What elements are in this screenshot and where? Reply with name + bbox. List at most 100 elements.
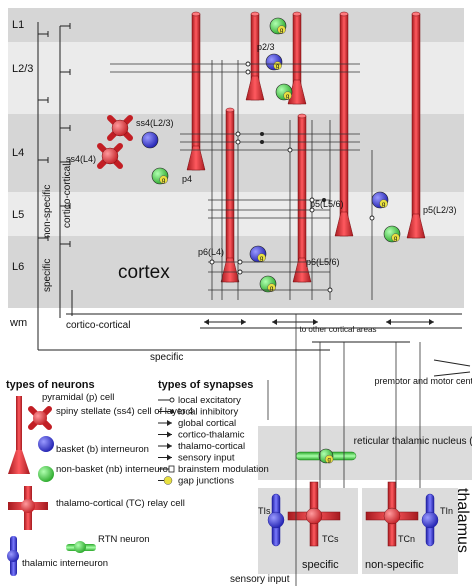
synapse-knob xyxy=(235,139,241,145)
synapse-knob-inhibitory xyxy=(260,132,264,136)
synapse-legend-marker xyxy=(167,454,172,461)
gap-junction-letter: g xyxy=(280,28,283,34)
basket-l5-gap-junction xyxy=(379,199,388,208)
synapse-knob xyxy=(245,61,251,67)
neuron-legend-item: spiny stellate (ss4) cell of layer 4 xyxy=(56,406,193,417)
p6-l4-cell-dendrite-tip xyxy=(225,107,235,113)
ss4-l4-cell-soma xyxy=(101,147,119,165)
p6-l4-cell-apical-dendrite xyxy=(225,109,235,283)
synapse-legend-marker xyxy=(170,409,174,414)
cortico-cortical-bottom-label: cortico-cortical xyxy=(66,320,130,331)
synapse-legend: types of synapses local excitatorylocal … xyxy=(158,379,269,487)
layer-label-l6: L6 xyxy=(12,261,24,273)
synapse-legend-marker xyxy=(167,443,172,449)
p5-l23-cell-apical-dendrite xyxy=(411,13,421,239)
nonbasket-l23-gap-junction xyxy=(283,91,292,100)
synapse-knob xyxy=(237,259,243,265)
nonbasket-l1-gap-junction xyxy=(277,25,286,34)
gap-junction-letter: g xyxy=(286,94,289,100)
synapse-legend-item: brainstem modulation xyxy=(178,464,269,475)
p23-cell-dendrite-tip xyxy=(250,11,260,17)
p5-l23-cell-soma xyxy=(406,213,426,239)
legend-pyramidal-soma xyxy=(8,450,30,474)
p4-cell-dendrite-tip xyxy=(191,11,201,17)
output-arrow-head xyxy=(313,319,318,325)
synapse-legend-title: types of synapses xyxy=(158,379,253,391)
tcn-label: TCn xyxy=(398,534,415,544)
synapse-legend-item: thalamo-cortical xyxy=(178,441,245,452)
ss4-l23-label: ss4(L2/3) xyxy=(136,118,174,128)
cortex-label: cortex xyxy=(118,262,170,283)
legend-rtn-soma xyxy=(74,541,86,553)
ti-nonspecific-soma xyxy=(421,511,439,529)
p5-l56-label: p5(L5/6) xyxy=(310,199,344,209)
ss4-l4-label: ss4(L4) xyxy=(66,154,96,164)
neuron-legend-item: thalamic interneuron xyxy=(22,558,108,569)
synapse-knob xyxy=(369,215,375,221)
layer-band-l4 xyxy=(8,114,464,192)
gap-junction-letter: g xyxy=(327,458,330,464)
gap-junction-letter: g xyxy=(382,202,385,208)
tcs-label: TCs xyxy=(322,534,339,544)
tc-nonspecific-soma xyxy=(383,507,401,525)
legend-pyramidal-dendrite xyxy=(16,396,22,456)
p4-cell-soma xyxy=(186,145,206,171)
p5-l23-label: p5(L2/3) xyxy=(423,205,457,215)
layer-label-l4: L4 xyxy=(12,147,24,159)
synapse-knob-inhibitory xyxy=(322,198,326,202)
tin-label: TIn xyxy=(440,506,453,516)
rtn-neuron-gap-junction xyxy=(324,454,334,464)
nonbasket-l5-gap-junction xyxy=(391,233,400,242)
cortico-cortical-tract-label: cortico-cortical xyxy=(62,164,73,228)
basket-l4 xyxy=(141,131,159,149)
legend-nonbasket-icon xyxy=(38,466,54,482)
synapse-legend-item: local inhibitory xyxy=(178,407,238,418)
synapse-legend-marker xyxy=(163,476,173,485)
output-arrow-head xyxy=(386,319,391,325)
p6-l4-cell-soma xyxy=(220,257,240,283)
p23-cell-soma xyxy=(245,75,265,101)
synapse-knob xyxy=(327,287,333,293)
synapse-knob xyxy=(309,207,315,213)
ss4-l4-cell xyxy=(97,143,123,169)
specific-box-label: specific xyxy=(302,559,339,571)
synapse-knob xyxy=(287,147,293,153)
layer-label-l5: L5 xyxy=(12,209,24,221)
output-arrow-head xyxy=(204,319,209,325)
output-arrow-head xyxy=(272,319,277,325)
ss4-l23-cell xyxy=(107,115,133,141)
nonbasket-l4-gap-junction xyxy=(159,175,168,184)
p6-l4-label: p6(L4) xyxy=(198,247,224,257)
specific-mid-label: specific xyxy=(150,352,183,363)
p5-l56-cell-soma xyxy=(334,211,354,237)
synapse-legend-marker xyxy=(167,431,172,438)
synapse-legend-item: sensory input xyxy=(178,453,235,464)
ss4-l23-cell-soma xyxy=(111,119,129,137)
layer-label-wm: wm xyxy=(9,317,27,329)
to-other-areas-label: to other cortical areas xyxy=(300,325,377,334)
thalamus-label: thalamus xyxy=(454,488,471,553)
synapse-legend-marker xyxy=(168,465,175,473)
gap-junction-letter: g xyxy=(276,64,279,70)
p6-l56-cell-apical-dendrite xyxy=(297,115,307,283)
synapse-knob xyxy=(209,259,215,265)
neuron-legend-title: types of neurons xyxy=(6,379,95,391)
neuron-legend-item: pyramidal (p) cell xyxy=(42,392,114,403)
neuron-legend-item: thalamo-cortical (TC) relay cell xyxy=(56,498,185,509)
p23-cell-2-dendrite-tip xyxy=(292,11,302,17)
p6-l56-label: p6(L5/6) xyxy=(306,257,340,267)
synapse-knob-inhibitory xyxy=(260,140,264,144)
legend-basket-icon xyxy=(38,436,54,452)
p5-l23-cell-dendrite-tip xyxy=(411,11,421,17)
neuron-legend: types of neurons pyramidal (p) cell spiny… xyxy=(6,379,193,576)
legend-tc-soma xyxy=(21,499,35,513)
output-arrow-head xyxy=(429,319,434,325)
premotor-label: premotor and motor centers xyxy=(374,376,472,386)
gap-junction-letter: g xyxy=(260,256,263,262)
p4-label: p4 xyxy=(182,174,192,184)
layer-label-l1: L1 xyxy=(12,19,24,31)
layer-label-l23: L2/3 xyxy=(12,63,33,75)
neuron-legend-item: RTN neuron xyxy=(98,534,150,545)
